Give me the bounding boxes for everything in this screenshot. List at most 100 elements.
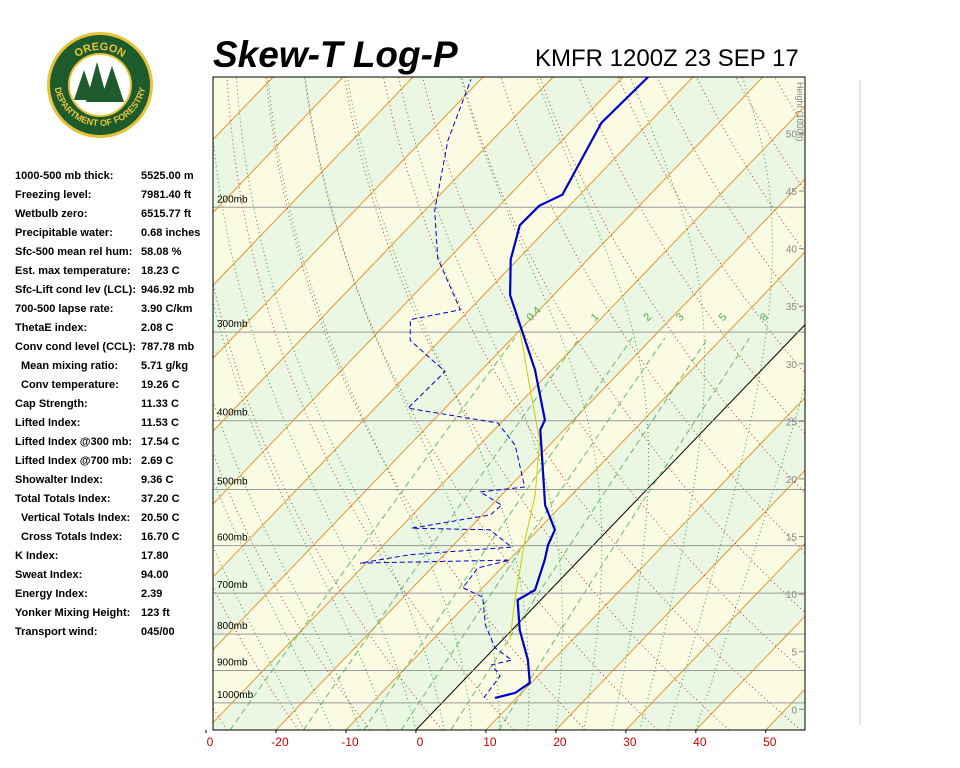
isotherm [345,251,805,730]
stat-value: 19.26 C [141,379,180,391]
stat-value: 11.33 C [141,398,179,410]
stat-value: 0.68 inches [141,227,200,239]
stat-label: Vertical Totals Index: [21,512,130,524]
isotherm [213,77,624,505]
dry-adiabat [853,77,960,730]
x-tick-label: 50 [763,735,777,749]
isotherm [213,77,764,651]
stat-label: Wetbulb zero: [15,208,88,220]
moist-adiabat [398,77,563,730]
stat-label: Est. max temperature: [15,265,131,277]
stat-value: 123 ft [141,607,170,619]
isotherm [836,77,960,730]
moist-adiabat [346,77,530,730]
stat-value: 2.08 C [141,322,173,334]
isotherm [695,615,805,730]
plot-data [359,77,649,699]
moist-adiabat [629,77,706,730]
stat-value: 17.54 C [141,436,180,448]
dry-adiabat [383,77,802,730]
plot-frame [212,76,806,731]
y2-tick-label: 40 [786,245,798,256]
mixing-ratio-line [363,337,633,730]
stat-value: 5.71 g/kg [141,360,188,372]
y-tick-label: 300mb [217,319,248,330]
logo-top-text: OREGON [72,41,127,60]
stat-label: Lifted Index @300 mb: [15,436,132,448]
isotherm [275,178,805,730]
stat-value: 20.50 C [141,512,180,524]
x-tick-label: 30 [623,735,637,749]
y2-tick-label: 45 [786,187,798,198]
stat-value: 3.90 C/km [141,303,193,315]
x-tick-label: 0 [417,735,424,749]
stat-value: 787.78 mb [141,341,194,353]
dry-adiabat [213,451,371,730]
y2-tick-label: 50 [786,129,798,140]
stat-label: ThetaE index: [15,322,87,334]
x-tick-label: -20 [271,735,289,749]
y-tick-label: 900mb [217,657,248,668]
y-tick-label: 800mb [217,621,248,632]
stat-label: Cross Totals Index: [21,531,122,543]
y2-axis-label: Height (1000ft) [795,82,805,142]
moist-adiabat [235,77,445,730]
dry-adiabat [892,77,960,730]
background-grid [213,77,960,730]
y-tick-label: 1000mb [217,690,254,701]
stat-value: 11.53 C [141,417,179,429]
y2-tick-label: 5 [791,648,797,659]
dry-adiabat [265,77,586,730]
y2-tick-label: 25 [786,417,798,428]
stat-label: 700-500 lapse rate: [15,303,113,315]
stat-value: 2.39 [141,588,162,600]
dry-adiabat [304,77,658,730]
stat-label: Sweat Index: [15,569,82,581]
stat-label: Sfc-Lift cond lev (LCL): [15,284,136,296]
mixing-ratio-line [498,337,750,730]
stats: 1000-500 mb thick: 5525.00 m Freezing leve… [15,170,200,638]
stat-label: Energy Index: [15,588,88,600]
chart-title: Skew-T Log-P [213,34,458,75]
logo: OREGON DEPARTMENT OF FORESTRY [47,32,153,138]
stat-label: Conv cond level (CCL): [15,341,136,353]
dry-adiabat [931,77,960,730]
logo-top: OREGON [72,41,127,60]
isotherm [213,77,694,578]
temp-band [213,77,805,723]
y2-tick-label: 15 [786,533,798,544]
y2-tick-label: 30 [786,360,798,371]
stat-value: 045/00 [141,626,175,638]
y-tick-label: 700mb [217,580,248,591]
stat-label: K Index: [15,550,58,562]
dry-adiabat [814,77,960,730]
stat-value: 18.23 C [141,265,180,277]
y-tick-label: 200mb [217,194,248,205]
stat-value: 946.92 mb [141,284,194,296]
stat-value: 9.36 C [141,474,173,486]
dry-adiabat [343,77,730,730]
stat-value: 7981.40 ft [141,189,191,201]
temp-band [213,106,805,730]
dry-adiabat [656,77,805,314]
stat-label: Total Totals Index: [15,493,111,505]
stat-label: Freezing level: [15,189,91,201]
stat-label: Sfc-500 mean rel hum: [15,246,132,258]
x-tick-label: 0 [207,735,214,749]
isotherm [213,77,414,287]
stat-label: Lifted Index: [15,417,80,429]
x-tick-label: -10 [341,735,359,749]
chart-subtitle: KMFR 1200Z 23 SEP 17 [535,45,799,72]
dry-adiabat [539,77,805,494]
temp-band [836,77,960,730]
y2-tick-label: 10 [786,590,798,601]
isotherm [906,77,960,730]
x-tick-label: 20 [553,735,567,749]
mixing-ratio-line [400,337,666,730]
y2-tick-label: 0 [791,705,797,716]
stat-value: 16.70 C [141,531,180,543]
y-tick-label: 600mb [217,533,248,544]
dry-adiabat [213,281,443,730]
stat-value: 58.08 % [141,246,182,258]
